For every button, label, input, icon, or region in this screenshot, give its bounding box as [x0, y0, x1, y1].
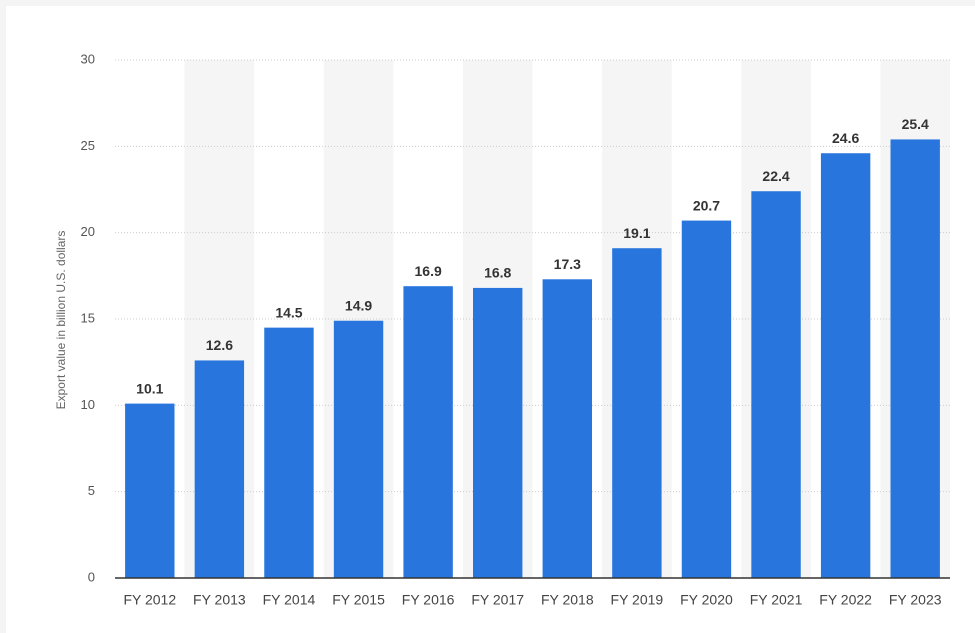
x-tick-label: FY 2012 — [123, 592, 176, 608]
bar — [681, 220, 732, 578]
value-label: 14.9 — [345, 297, 372, 313]
x-tick-label: FY 2019 — [611, 592, 664, 608]
x-tick-label: FY 2017 — [471, 592, 524, 608]
bar — [542, 279, 592, 578]
value-label: 16.9 — [415, 263, 442, 279]
y-tick-label: 25 — [81, 138, 95, 153]
bar — [194, 360, 245, 578]
value-label: 19.1 — [623, 225, 650, 241]
value-label: 20.7 — [693, 197, 720, 213]
bar — [264, 327, 314, 578]
x-tick-label: FY 2022 — [819, 592, 872, 608]
x-tick-label: FY 2021 — [750, 592, 803, 608]
value-label: 22.4 — [762, 168, 789, 184]
x-tick-label: FY 2023 — [889, 592, 942, 608]
y-tick-label: 5 — [88, 483, 95, 498]
y-axis-label: Export value in billion U.S. dollars — [54, 231, 68, 410]
bar — [473, 287, 523, 578]
value-label: 17.3 — [554, 256, 581, 272]
x-tick-label: FY 2015 — [332, 592, 385, 608]
x-tick-label: FY 2020 — [680, 592, 733, 608]
bar — [612, 248, 662, 578]
y-tick-label: 20 — [81, 224, 95, 239]
bar — [890, 139, 940, 578]
bar — [820, 153, 871, 579]
x-tick-label: FY 2018 — [541, 592, 594, 608]
y-tick-label: 0 — [88, 569, 95, 584]
value-label: 10.1 — [136, 380, 163, 396]
y-tick-label: 10 — [81, 397, 95, 412]
value-label: 24.6 — [832, 130, 859, 146]
bar — [333, 320, 384, 578]
x-tick-label: FY 2013 — [193, 592, 246, 608]
value-label: 12.6 — [206, 337, 233, 353]
value-label: 14.5 — [275, 304, 302, 320]
bar — [751, 191, 801, 578]
x-tick-label: FY 2014 — [263, 592, 316, 608]
value-label: 16.8 — [484, 265, 511, 281]
y-tick-label: 15 — [81, 310, 95, 325]
bar — [403, 286, 453, 578]
x-tick-label: FY 2016 — [402, 592, 455, 608]
y-tick-label: 30 — [81, 51, 95, 66]
value-label: 25.4 — [902, 116, 929, 132]
bar — [125, 403, 175, 578]
